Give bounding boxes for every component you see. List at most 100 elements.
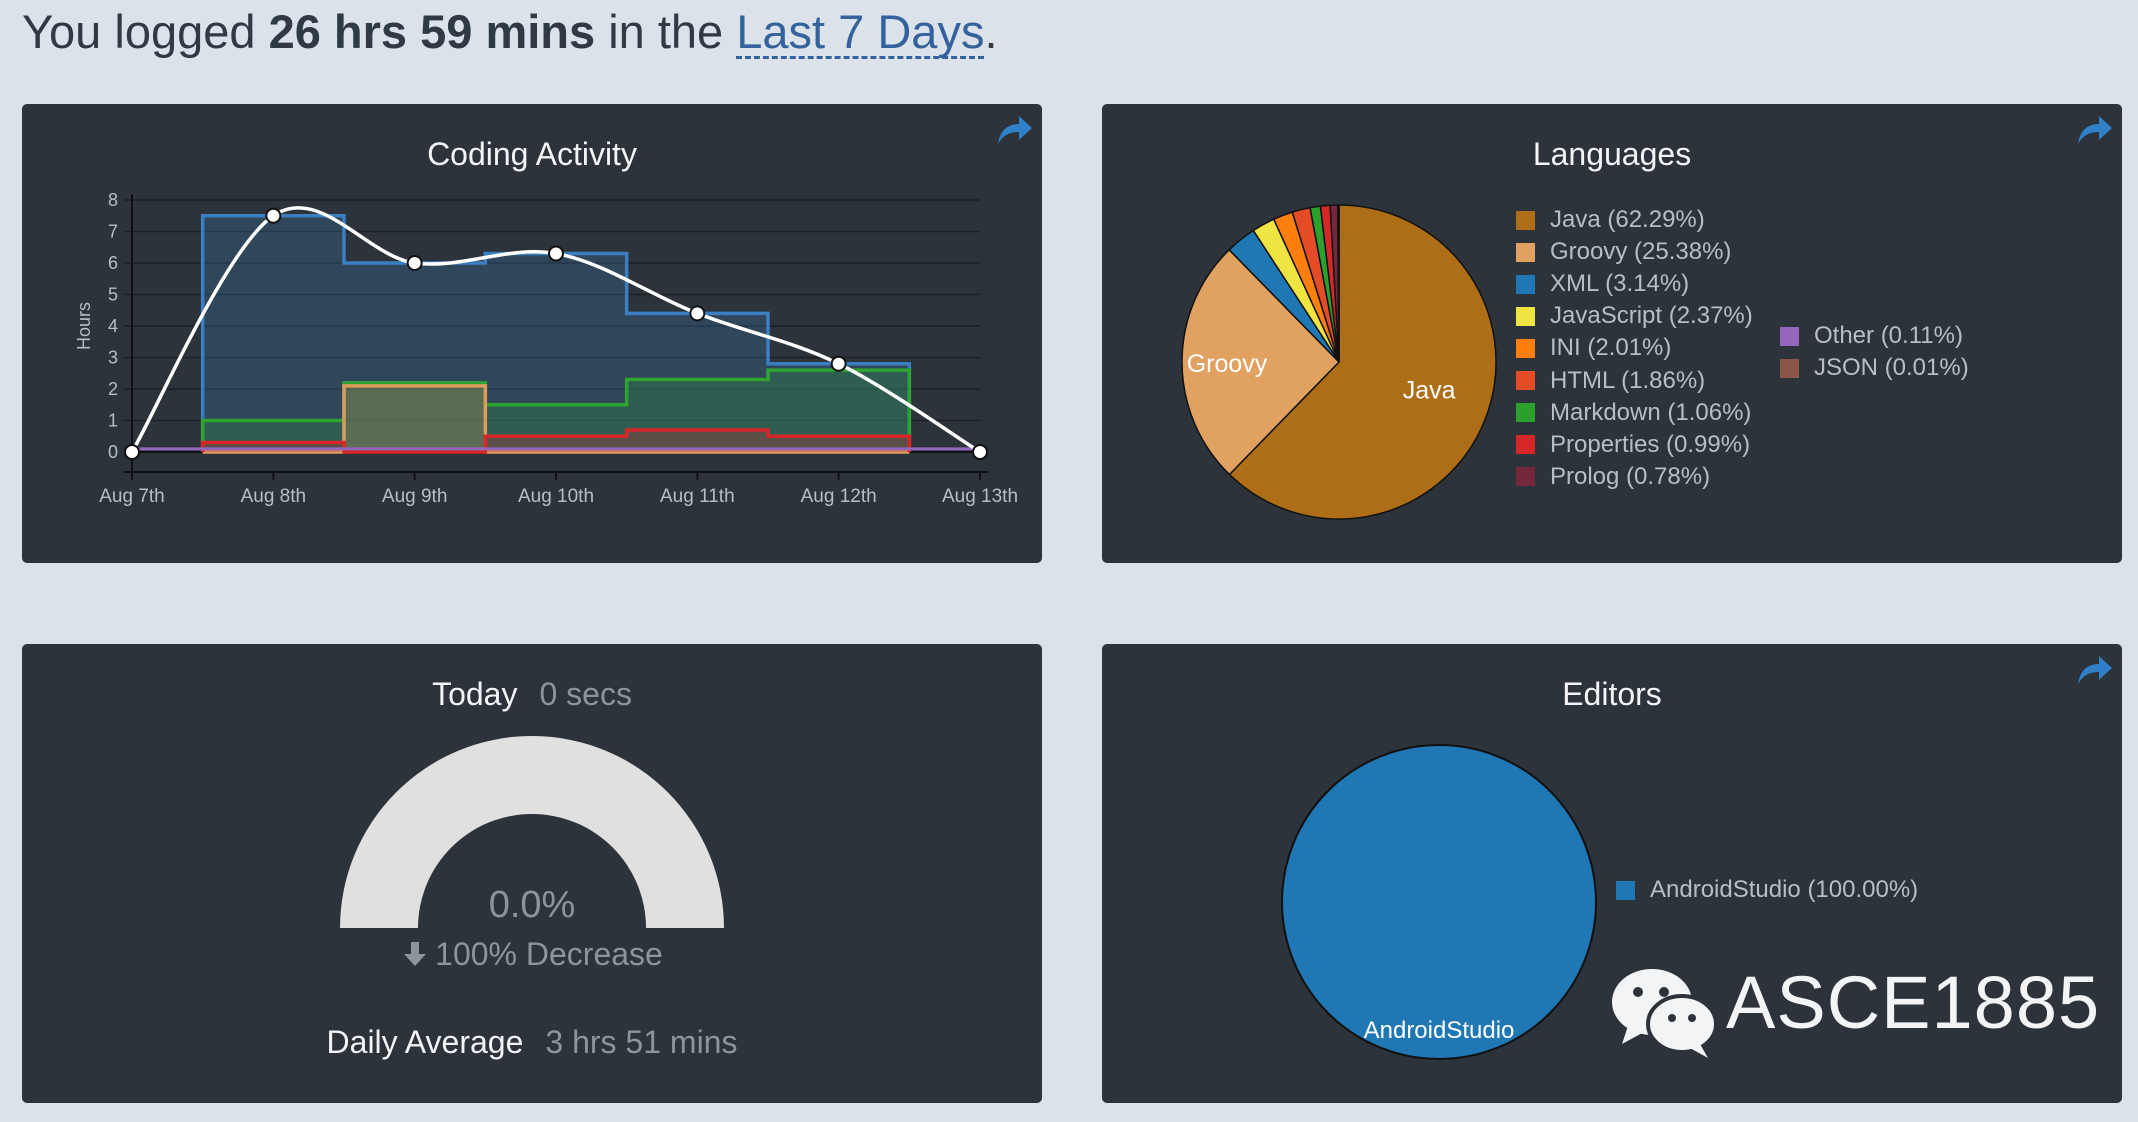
pie-slice-java: [1228, 204, 1497, 520]
pie-label-groovy: Groovy: [1187, 350, 1268, 378]
total-point: [406, 255, 423, 271]
legend-label: Markdown (1.06%): [1550, 398, 1752, 426]
legend-swatch: [1516, 435, 1535, 455]
wechat-icon: [1612, 969, 1718, 1058]
y-tick-label: 2: [108, 379, 118, 399]
series-area-groovy: [202, 385, 910, 452]
total-point: [548, 245, 564, 262]
series-line-markdown: [200, 368, 912, 452]
total-point: [265, 207, 282, 224]
legend-swatch: [1516, 467, 1535, 487]
x-tick-label: Aug 10th: [518, 486, 594, 507]
summary-middle: in the: [608, 5, 724, 58]
legend-label: XML (3.14%): [1550, 270, 1690, 298]
legend-item-properties[interactable]: Properties (0.99%): [1516, 431, 1750, 459]
total-point: [972, 444, 988, 460]
daily-average: Daily Average 3 hrs 51 mins: [22, 1024, 1042, 1061]
summary-prefix: You logged: [22, 5, 256, 58]
summary-total: 26 hrs 59 mins: [268, 5, 596, 58]
change-text: 100% Decrease: [435, 936, 663, 972]
y-tick-label: 6: [108, 253, 118, 273]
range-link[interactable]: Last 7 Days: [736, 5, 985, 60]
legend-item-ini[interactable]: INI (2.01%): [1516, 334, 1671, 362]
total-point: [830, 355, 847, 372]
legend-item-other[interactable]: Other (0.11%): [1780, 322, 1963, 350]
languages-title: Languages: [1532, 136, 1692, 172]
x-tick-label: Aug 12th: [801, 486, 877, 507]
legend-label: INI (2.01%): [1550, 334, 1672, 362]
gauge-percent: 0.0%: [488, 884, 576, 926]
legend-label: AndroidStudio (100.00%): [1650, 876, 1919, 903]
legend-item-markdown[interactable]: Markdown (1.06%): [1516, 399, 1751, 427]
y-tick-label: 4: [108, 316, 118, 336]
pie-slice-groovy: [1181, 248, 1341, 476]
watermark-text: ASCE1885: [1726, 961, 2101, 1044]
daily-average-label: Daily Average: [326, 1024, 524, 1060]
today-label: Today: [432, 676, 518, 712]
legend-swatch: [1516, 306, 1535, 326]
x-tick-label: Aug 8th: [241, 486, 307, 507]
legend-label: HTML (1.86%): [1550, 366, 1706, 394]
today-header: Today 0 secs: [22, 676, 1042, 713]
pie-slice-androidstudio: [1281, 744, 1597, 1060]
today-panel: Today 0 secs 0.0% 100% Decrease Daily Ave…: [22, 644, 1042, 1103]
today-value: 0 secs: [539, 676, 632, 712]
change-indicator: 100% Decrease: [22, 936, 1042, 973]
legend-swatch: [1780, 326, 1799, 346]
gauge-track: [340, 736, 724, 928]
legend-swatch: [1516, 403, 1535, 423]
legend-swatch: [1780, 358, 1799, 378]
legend-item-groovy[interactable]: Groovy (25.38%): [1516, 238, 1731, 266]
today-gauge: [340, 736, 724, 928]
y-tick-label: 0: [108, 442, 118, 462]
legend-swatch: [1516, 210, 1535, 230]
share-arrow-icon[interactable]: [2074, 110, 2114, 150]
share-arrow-icon[interactable]: [2074, 650, 2114, 690]
series-line-properties: [200, 428, 912, 454]
legend-swatch: [1516, 338, 1535, 358]
legend-item-java[interactable]: Java (62.29%): [1516, 206, 1705, 234]
legend-label: JavaScript (2.37%): [1550, 302, 1753, 330]
y-tick-label: 7: [108, 222, 118, 242]
x-tick-label: Aug 7th: [99, 486, 165, 507]
legend-label: JSON (0.01%): [1814, 354, 1969, 382]
legend-item-prolog[interactable]: Prolog (0.78%): [1516, 463, 1710, 491]
y-tick-label: 1: [108, 411, 118, 431]
languages-panel: Languages Java Groovy Java (62.29%) Groovy…: [1102, 104, 2122, 563]
series-area-properties: [202, 429, 910, 452]
pie-label-androidstudio: AndroidStudio: [1364, 1017, 1515, 1044]
x-tick-label: Aug 13th: [942, 486, 1018, 507]
total-point: [689, 305, 706, 322]
editors-panel: Editors AndroidStudio AndroidStudio (100…: [1102, 644, 2122, 1103]
legend-swatch: [1516, 242, 1535, 262]
total-point: [124, 444, 140, 460]
daily-average-value: 3 hrs 51 mins: [545, 1024, 738, 1060]
legend-swatch: [1516, 371, 1535, 390]
legend-item-json[interactable]: JSON (0.01%): [1780, 354, 1969, 382]
legend-item-androidstudio[interactable]: AndroidStudio (100.00%): [1616, 876, 1918, 904]
share-arrow-icon[interactable]: [994, 110, 1034, 150]
coding-activity-title: Coding Activity: [427, 136, 637, 172]
legend-label: Groovy (25.38%): [1550, 238, 1732, 266]
legend-item-xml[interactable]: XML (3.14%): [1516, 270, 1689, 298]
editors-pie-chart: AndroidStudio: [1281, 744, 1597, 1060]
legend-label: Other (0.11%): [1814, 322, 1963, 349]
x-tick-label: Aug 9th: [382, 486, 448, 507]
summary-suffix: .: [984, 5, 998, 58]
y-tick-label: 8: [108, 190, 118, 210]
legend-item-html[interactable]: HTML (1.86%): [1516, 367, 1705, 395]
legend-label: Prolog (0.78%): [1550, 462, 1711, 490]
x-tick-label: Aug 11th: [660, 486, 735, 507]
legend-label: Java (62.29%): [1550, 206, 1705, 233]
legend-label: Properties (0.99%): [1550, 430, 1751, 458]
summary-headline: You logged 26 hrs 59 mins in the Last 7 …: [22, 4, 998, 60]
series-area-java: [202, 215, 910, 452]
legend-swatch: [1516, 274, 1535, 294]
y-tick-label: 3: [108, 348, 118, 368]
legend-item-javascript[interactable]: JavaScript (2.37%): [1516, 302, 1753, 330]
coding-activity-chart: 0 1 2 3 4 5 6 7 8 Hours Aug 7th Aug 8th Aug 9th Aug 1…: [74, 190, 1018, 507]
pie-label-java: Java: [1403, 377, 1456, 405]
y-axis-label: Hours: [74, 302, 94, 350]
coding-activity-panel: Coding Activity 0 1 2 3 4 5 6 7 8 Hours Aug 7th Aug…: [22, 104, 1042, 563]
legend-swatch: [1616, 880, 1635, 900]
